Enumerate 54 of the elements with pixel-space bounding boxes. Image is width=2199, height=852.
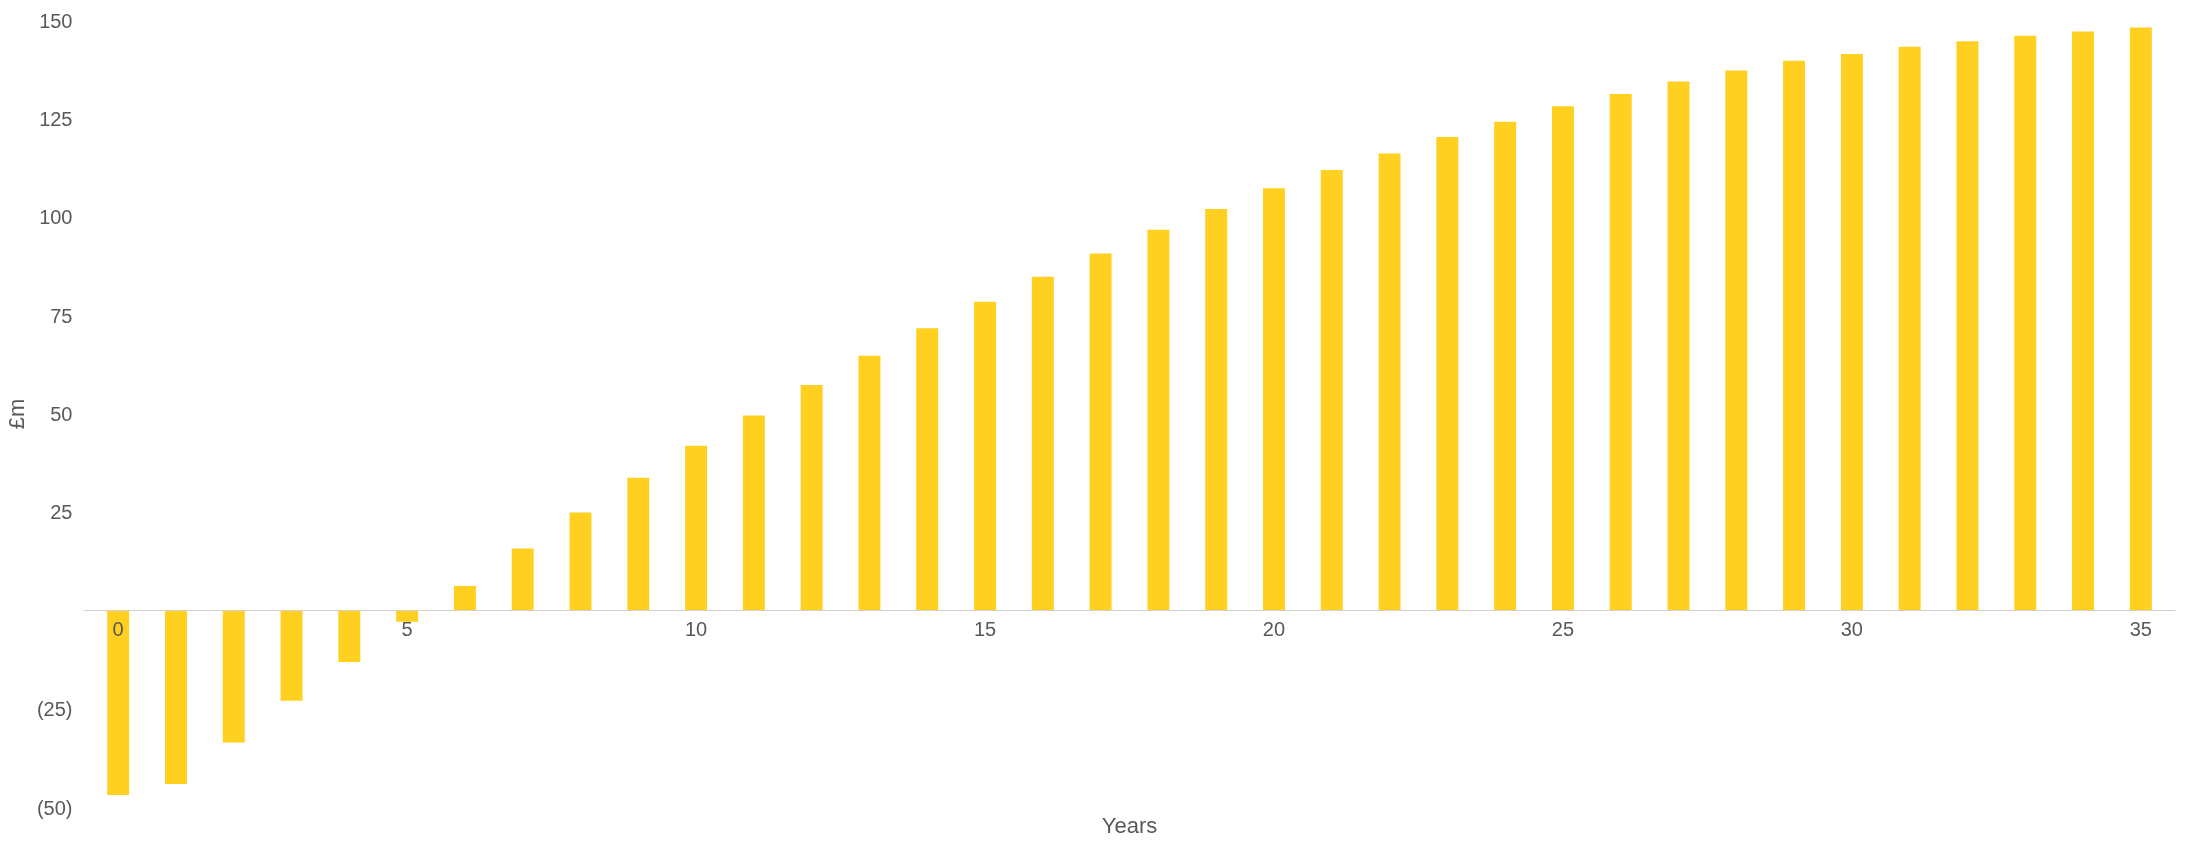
bar — [164, 610, 187, 784]
x-tick-label: 30 — [1840, 617, 1863, 640]
bar — [974, 301, 996, 611]
bar — [685, 445, 708, 611]
bar — [1898, 46, 1921, 611]
y-tick-label: (25) — [36, 698, 73, 721]
bar — [1262, 188, 1285, 611]
bar — [396, 610, 419, 622]
bar — [338, 610, 361, 662]
bar — [1031, 276, 1054, 611]
x-tick-label: 5 — [401, 617, 413, 640]
x-tick-label: 0 — [112, 617, 124, 640]
bar — [107, 610, 130, 795]
bar — [2129, 27, 2152, 611]
bar — [1205, 208, 1228, 611]
bar — [1609, 94, 1632, 611]
bar — [858, 355, 881, 611]
bar — [1783, 60, 1806, 611]
y-tick-label: 125 — [39, 107, 73, 130]
y-tick-label: 150 — [39, 9, 73, 32]
bar — [627, 477, 650, 611]
x-tick-label: 15 — [973, 617, 997, 640]
bar — [280, 610, 303, 701]
bar — [800, 384, 823, 611]
bar — [222, 610, 245, 743]
bar — [742, 415, 765, 611]
bar — [1667, 81, 1690, 611]
bar — [1494, 121, 1517, 611]
bar — [2072, 31, 2095, 611]
bar — [569, 512, 592, 611]
x-tick-label: 25 — [1551, 617, 1575, 640]
x-tick-label: 10 — [684, 617, 708, 640]
bar — [916, 328, 939, 611]
y-axis-title: £m — [3, 398, 29, 430]
y-tick-label: (50) — [36, 796, 73, 819]
bar — [1320, 170, 1343, 611]
bar — [1436, 136, 1459, 611]
x-tick-label: 35 — [2129, 617, 2152, 640]
x-tick-label: 20 — [1262, 617, 1286, 640]
bar — [2014, 35, 2037, 611]
bar — [1378, 153, 1401, 611]
bar — [1725, 70, 1748, 611]
bar — [1147, 229, 1170, 611]
bar — [1956, 41, 1979, 611]
bar — [1840, 53, 1863, 611]
bar — [1089, 253, 1112, 611]
bar — [453, 585, 476, 611]
y-tick-label: 100 — [39, 206, 73, 229]
y-tick-label: 75 — [50, 304, 73, 327]
bar — [511, 548, 534, 611]
x-axis-title: Years — [1101, 812, 1158, 838]
y-tick-label: 25 — [50, 501, 73, 524]
bar — [1551, 106, 1574, 611]
y-tick-label: 50 — [50, 403, 73, 425]
